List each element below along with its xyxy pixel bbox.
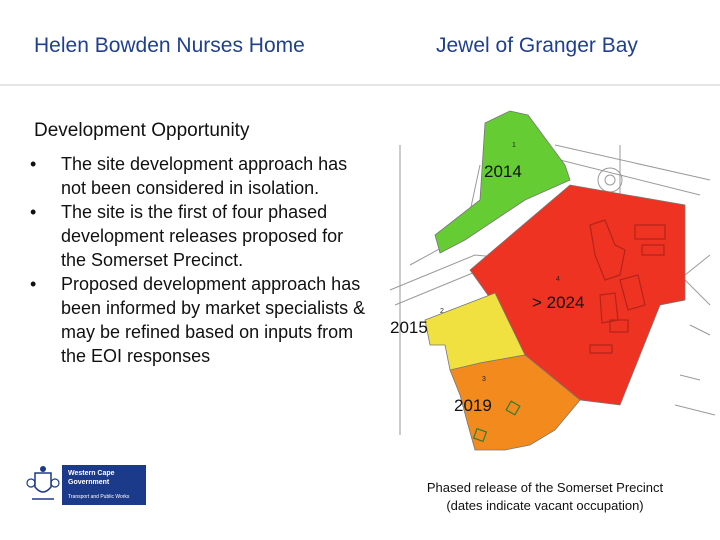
- header-title-left: Helen Bowden Nurses Home: [34, 34, 305, 57]
- plot-3-orange: [449, 354, 581, 451]
- header-divider: [0, 84, 720, 86]
- bullet-glyph: •: [30, 154, 37, 174]
- phase-label-2019: 2019: [454, 396, 492, 415]
- plot-1-green: [434, 110, 571, 254]
- coat-of-arms-icon: [26, 466, 60, 500]
- logo-line-2: Government: [68, 479, 110, 486]
- phase-label-2014: 2014: [484, 162, 522, 181]
- caption-line-2: (dates indicate vacant occupation): [446, 498, 644, 513]
- logo-line-3: Transport and Public Works: [68, 494, 130, 500]
- logo-text-box: Western Cape Government Transport and Pu…: [62, 465, 146, 505]
- bullet-text: The site development approach has not be…: [61, 154, 348, 198]
- header-title-right: Jewel of Granger Bay: [436, 34, 638, 57]
- plot-number-1: 1: [512, 142, 516, 149]
- section-subtitle: Development Opportunity: [34, 120, 250, 141]
- plot-number-3: 3: [482, 376, 486, 383]
- bullet-text: Proposed development approach has been i…: [61, 274, 366, 366]
- bullet-glyph: •: [30, 274, 37, 294]
- western-cape-government-logo: Western Cape Government Transport and Pu…: [26, 465, 146, 505]
- bullet-text: The site is the first of four phased dev…: [61, 202, 344, 270]
- small-structures: [472, 400, 521, 443]
- bullet-item: • The site is the first of four phased de…: [30, 200, 370, 272]
- site-phasing-map: 1 2 3 4 2014 > 2024 2015 2019: [389, 110, 716, 451]
- plot-number-4: 4: [556, 276, 560, 283]
- phase-label-2024: > 2024: [532, 293, 584, 312]
- building-outlines: [589, 219, 666, 354]
- bullet-glyph: •: [30, 202, 37, 222]
- map-caption: Phased release of the Somerset Precinct …: [395, 479, 695, 515]
- plot-number-2: 2: [440, 308, 444, 315]
- bullet-list: • The site development approach has not b…: [30, 152, 370, 368]
- logo-line-1: Western Cape: [68, 470, 115, 477]
- caption-line-1: Phased release of the Somerset Precinct: [426, 480, 664, 495]
- bullet-item: • The site development approach has not b…: [30, 152, 370, 200]
- phase-label-2015: 2015: [390, 318, 428, 337]
- bullet-item: • Proposed development approach has been …: [30, 272, 370, 368]
